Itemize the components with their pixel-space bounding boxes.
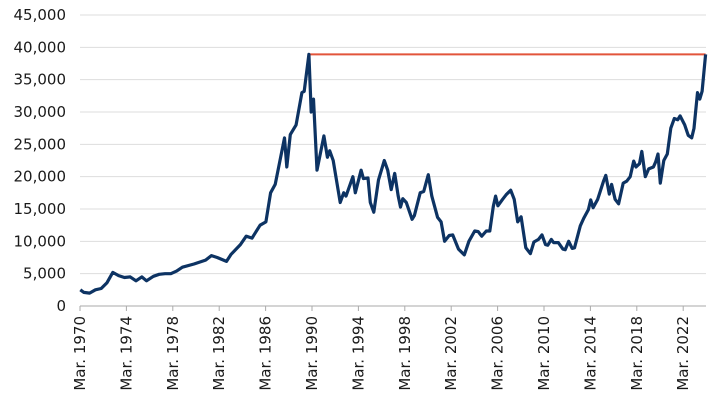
y-tick-label: 0 <box>56 297 66 315</box>
x-tick-label: Mar. 1982 <box>210 316 228 391</box>
x-tick-label: Mar. 2018 <box>628 316 646 391</box>
x-tick-label: Mar. 2006 <box>489 316 507 391</box>
index-series-line <box>79 52 708 295</box>
x-tick-label: Mar. 1970 <box>71 316 89 391</box>
y-tick-label: 15,000 <box>14 200 67 218</box>
y-tick-label: 40,000 <box>14 38 67 56</box>
y-tick-label: 20,000 <box>14 168 67 186</box>
x-tick-label: Mar. 1986 <box>257 316 275 391</box>
x-tick-label: Mar. 1990 <box>303 316 321 391</box>
x-tick-label: Mar. 1998 <box>396 316 414 391</box>
x-tick-label: Mar. 2010 <box>535 316 553 391</box>
x-tick-label: Mar. 1974 <box>117 316 135 391</box>
y-tick-label: 5,000 <box>23 265 66 283</box>
y-tick-label: 25,000 <box>14 135 67 153</box>
y-tick-label: 35,000 <box>14 71 67 89</box>
y-tick-label: 30,000 <box>14 103 67 121</box>
y-tick-label: 45,000 <box>14 6 67 24</box>
x-tick-label: Mar. 2002 <box>442 316 460 391</box>
y-tick-label: 10,000 <box>14 232 67 250</box>
x-tick-label: Mar. 2022 <box>674 316 692 391</box>
x-tick-label: Mar. 1994 <box>349 316 367 391</box>
x-tick-label: Mar. 1978 <box>164 316 182 391</box>
x-tick-label: Mar. 2014 <box>581 316 599 391</box>
